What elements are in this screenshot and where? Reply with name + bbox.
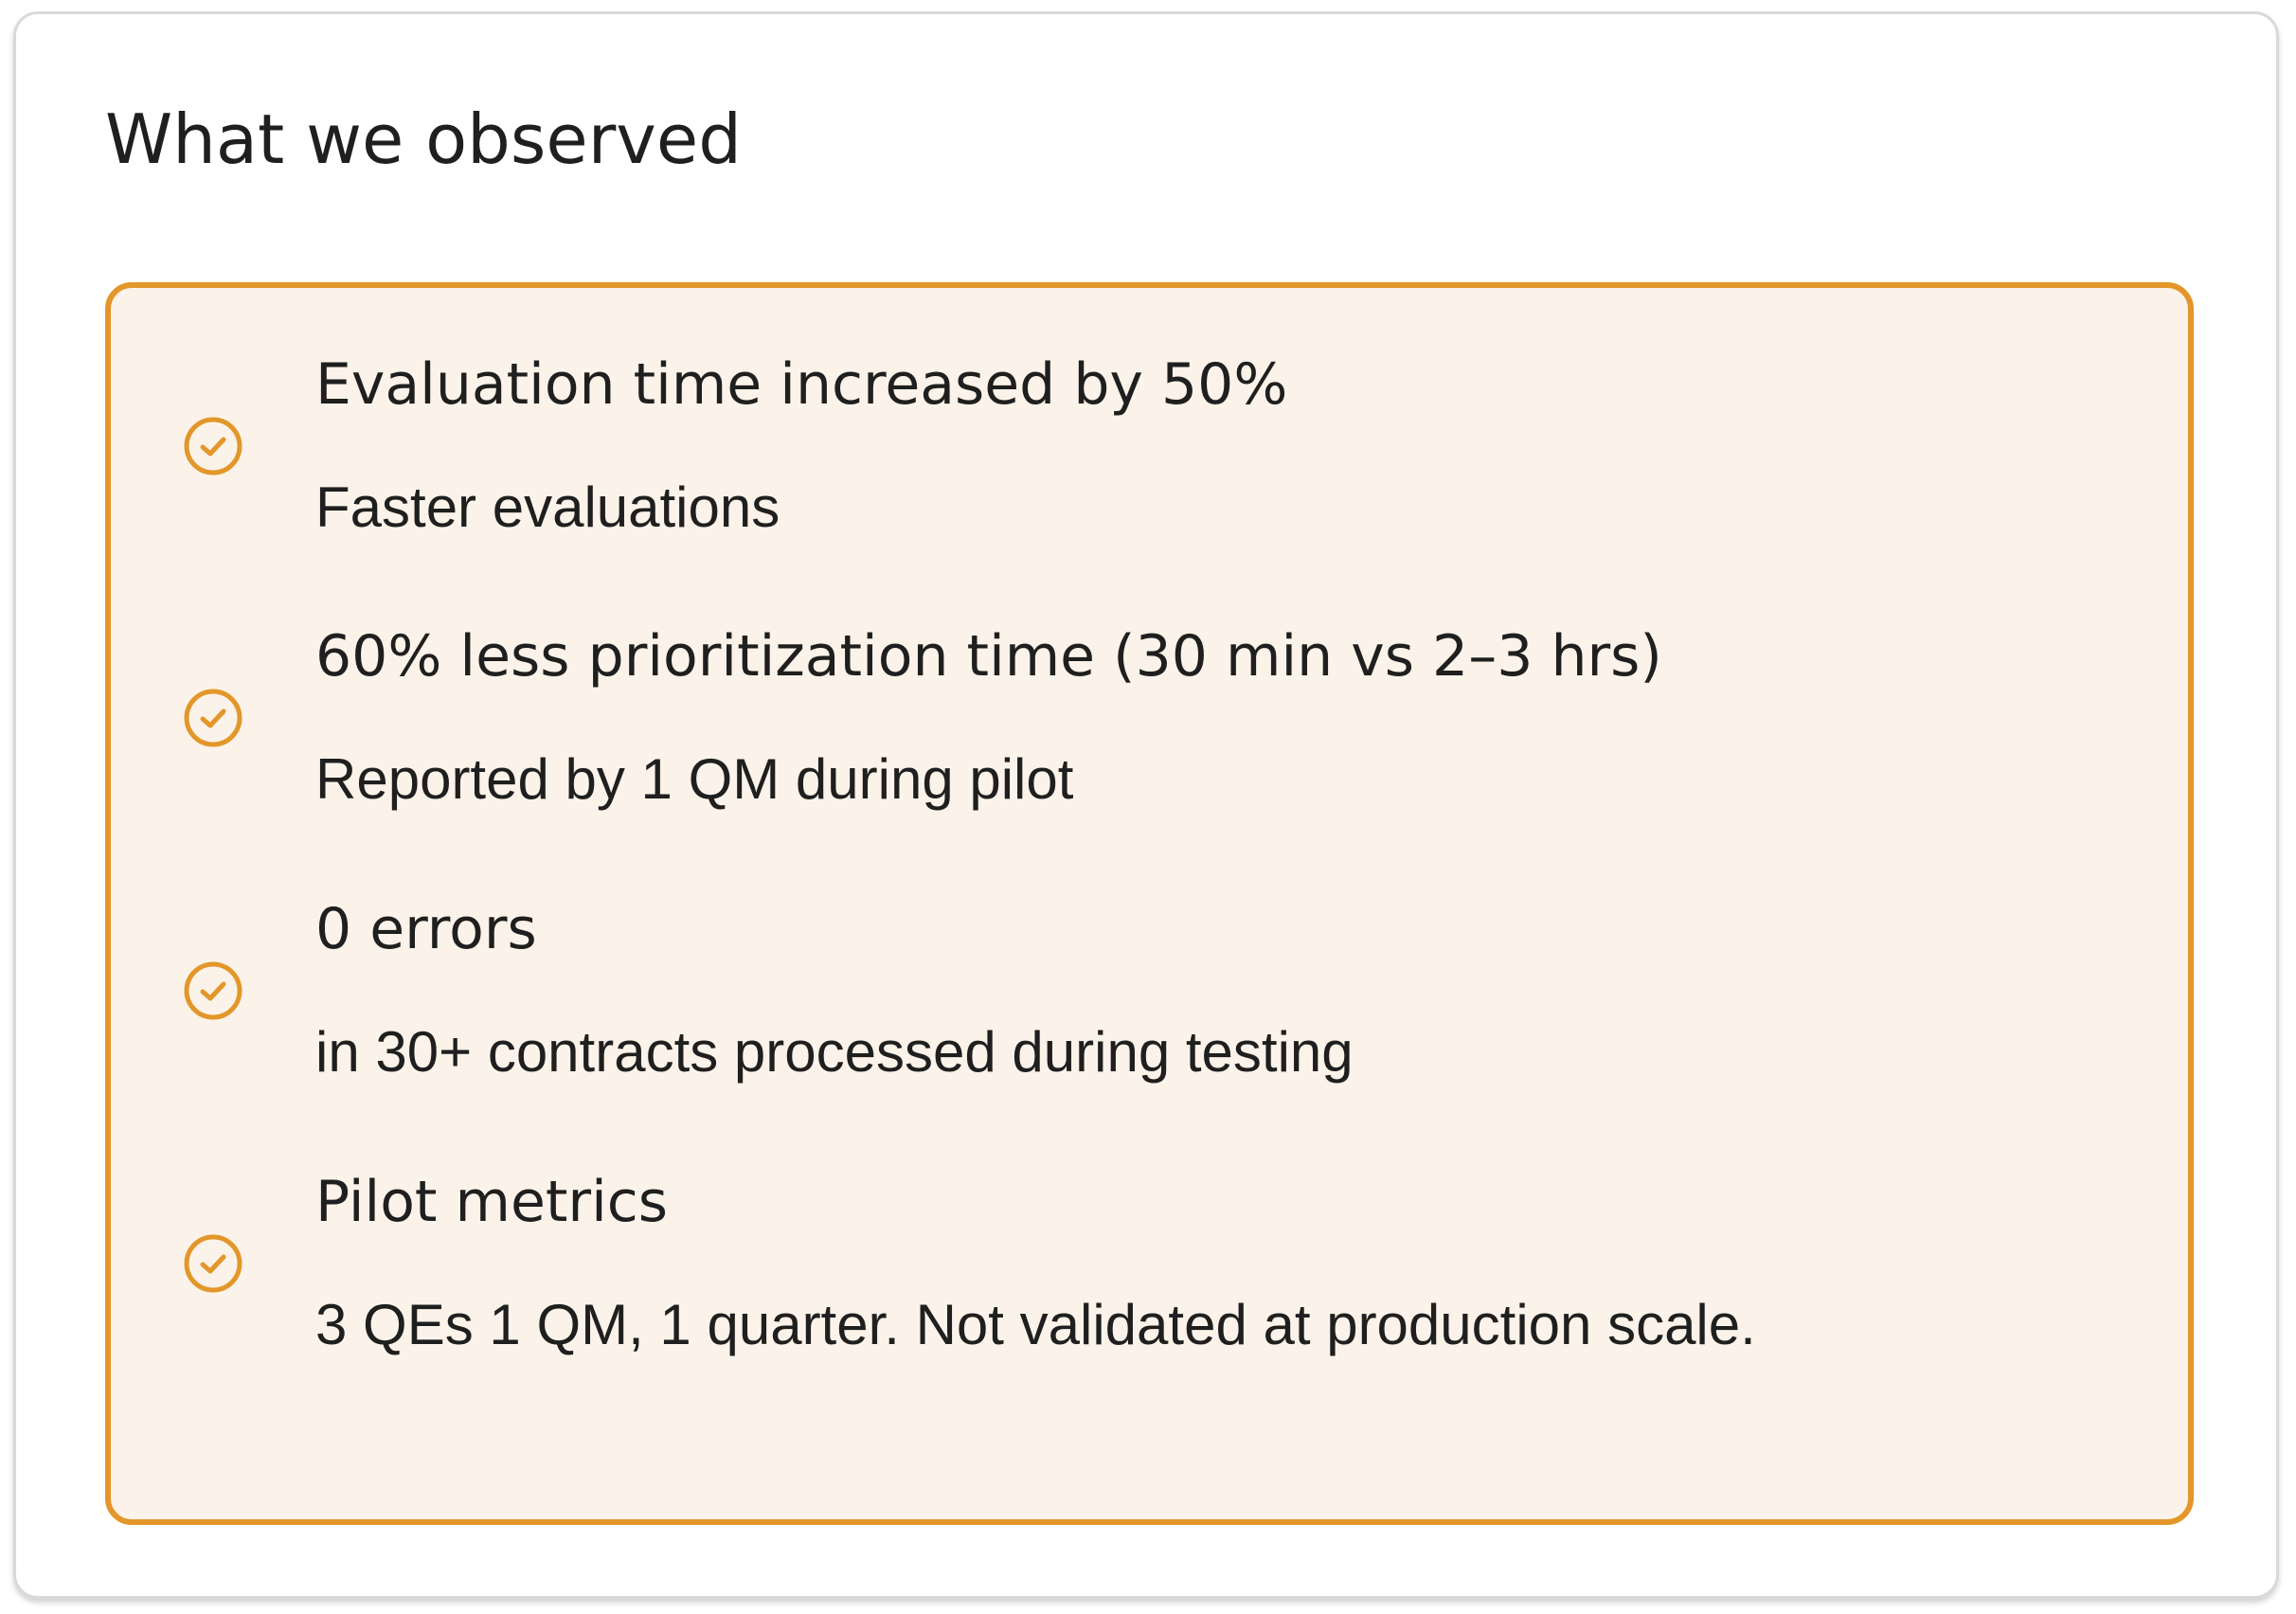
item-description: in 30+ contracts processed during testin… [315, 1020, 1354, 1084]
list-item: 0 errors in 30+ contracts processed duri… [111, 833, 2188, 1081]
list-item: Pilot metrics 3 QEs 1 QM, 1 quarter. Not… [111, 1105, 2188, 1354]
item-title: 0 errors [315, 896, 537, 962]
check-circle-icon [184, 417, 242, 475]
list-item: Evaluation time increased by 50% Faster … [111, 288, 2188, 536]
item-title: Evaluation time increased by 50% [315, 351, 1288, 418]
item-title: 60% less prioritization time (30 min vs … [315, 623, 1662, 690]
card-title: What we observed [105, 99, 742, 179]
list-item: 60% less prioritization time (30 min vs … [111, 560, 2188, 808]
observations-panel: Evaluation time increased by 50% Faster … [105, 282, 2194, 1525]
check-circle-icon [184, 689, 242, 747]
observations-card: What we observed Evaluation time increas… [13, 11, 2279, 1599]
check-circle-icon [184, 961, 242, 1020]
item-description: 3 QEs 1 QM, 1 quarter. Not validated at … [315, 1293, 1756, 1356]
item-description: Reported by 1 QM during pilot [315, 747, 1074, 811]
check-circle-icon [184, 1234, 242, 1293]
item-title: Pilot metrics [315, 1169, 668, 1235]
item-description: Faster evaluations [315, 475, 780, 539]
